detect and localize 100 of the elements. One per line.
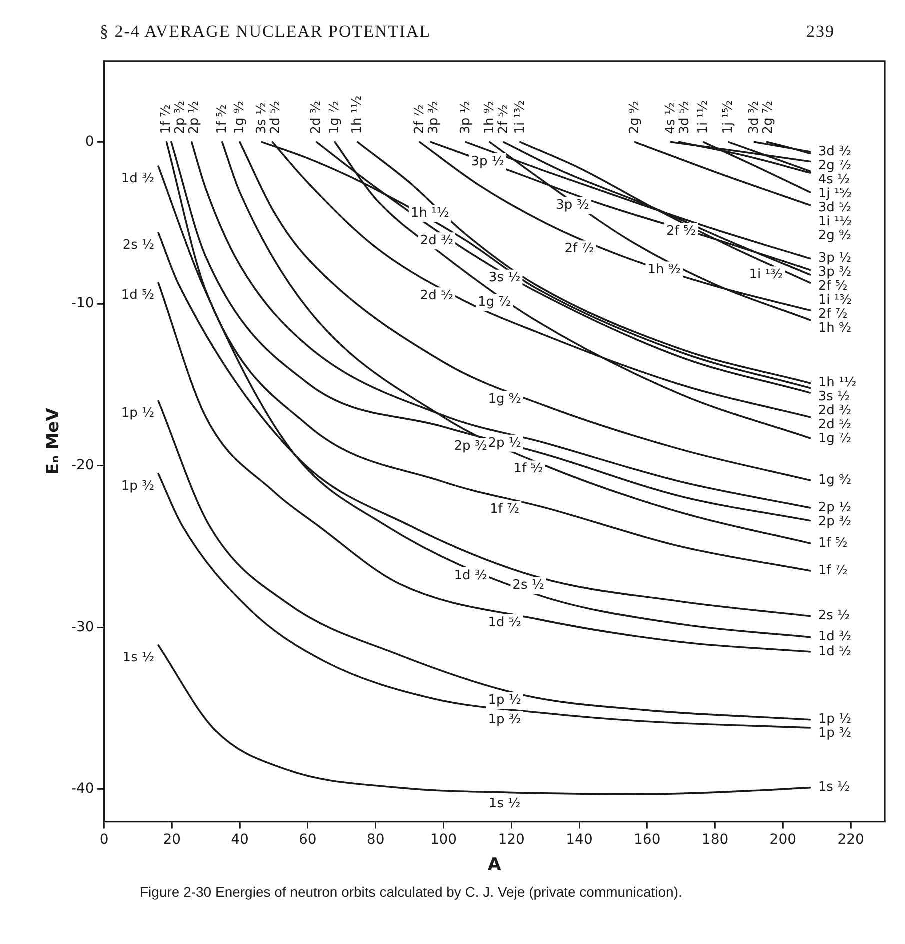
series-label: 1p ¹⁄₂ (121, 406, 155, 422)
series-label: 3p ³⁄₂ (818, 265, 852, 280)
text: 3d ⁵⁄₂ (818, 200, 852, 216)
text: Figure 2-30 Energies of neutron orbits calculated by C. J. Veje (private communication). (139, 883, 684, 900)
text: 1j ¹⁵⁄₂ (818, 186, 852, 202)
text: 3d ⁵⁄₂ (678, 101, 693, 134)
annotation: 1g ⁹⁄₂ (488, 392, 522, 408)
text: 239 (806, 22, 835, 43)
annotation: 1f ⁵⁄₂ (514, 462, 544, 477)
annotation: 1f ⁷⁄₂ (490, 502, 520, 518)
x-tick-label: 100 (430, 832, 458, 848)
annotation: 3s ¹⁄₂ (488, 270, 521, 286)
text: 3s ¹⁄₂ (254, 102, 270, 134)
series-label: 2d ⁵⁄₂ (818, 418, 852, 433)
annotation: 1i ¹³⁄₂ (749, 268, 784, 283)
annotation: 1h ⁹⁄₂ (648, 262, 681, 278)
text: 1d ³⁄₂ (818, 630, 852, 645)
annotation: 1d ³⁄₂ (454, 568, 488, 584)
y-tick-label: -10 (71, 296, 94, 312)
text: 3d ³⁄₂ (747, 101, 762, 134)
series-label: 2g ⁷⁄₂ (818, 158, 852, 174)
x-tick-label: 200 (770, 832, 797, 848)
y-tick-label: -40 (71, 781, 94, 798)
text: 3p ¹⁄₂ (458, 101, 474, 134)
series-label: 1f ⁷⁄₂ (818, 563, 848, 578)
x-tick-label: 80 (366, 832, 385, 848)
y-tick-label: -20 (71, 458, 94, 474)
series-label: 2f ⁷⁄₂ (818, 307, 848, 322)
text: 1i ¹³⁄₂ (818, 293, 852, 308)
text: 2p ¹⁄₂ (187, 101, 202, 134)
annotation: 1p ¹⁄₂ (488, 693, 522, 708)
y-tick-label: 0 (85, 134, 94, 150)
series-label: 1g ⁷⁄₂ (818, 432, 852, 447)
text: 1i ¹¹⁄₂ (696, 100, 712, 134)
text: 1p ¹⁄₂ (818, 712, 852, 728)
text: 2p ³⁄₂ (173, 101, 188, 134)
series-label: 1g ⁹⁄₂ (818, 472, 852, 488)
text: 2g ⁹⁄₂ (628, 101, 643, 134)
text: 2d ⁵⁄₂ (268, 101, 284, 134)
series-label: 1d ⁵⁄₂ (121, 288, 155, 303)
series-label: 1d ³⁄₂ (121, 171, 155, 186)
x-tick-label: 120 (498, 832, 525, 848)
series-label: 1h ¹¹⁄₂ (818, 376, 857, 391)
text: 1g ⁹⁄₂ (232, 101, 248, 134)
series-label: 2p ³⁄₂ (818, 514, 852, 530)
text: 1d ⁵⁄₂ (818, 644, 852, 660)
text: 1g ⁷⁄₂ (327, 101, 342, 134)
annotation: 1p ³⁄₂ (488, 712, 522, 728)
text: 2f ⁵⁄₂ (496, 104, 512, 134)
annotation: 3p ¹⁄₂ (471, 154, 504, 170)
series-label: 1h ⁹⁄₂ (818, 321, 852, 336)
series-label: 2f ⁵⁄₂ (818, 279, 848, 294)
x-tick-label: 60 (299, 832, 317, 848)
text: 2g ⁷⁄₂ (761, 101, 776, 134)
text: 4s ¹⁄₂ (664, 102, 679, 134)
x-tick-label: 20 (163, 832, 182, 848)
text: 2d ³⁄₂ (818, 404, 852, 419)
series-label: 2p ¹⁄₂ (818, 500, 852, 516)
annotation: 2d ⁵⁄₂ (420, 288, 454, 304)
x-tick-label: 140 (566, 832, 593, 848)
text: 4s ¹⁄₂ (818, 172, 850, 188)
annotation: 1g ⁷⁄₂ (478, 295, 512, 310)
text: 1i ¹¹⁄₂ (818, 214, 852, 230)
x-tick-label: 0 (100, 832, 109, 848)
text: 2g ⁹⁄₂ (818, 228, 852, 244)
y-axis-title: Eₙ MeV (44, 407, 64, 476)
annotation: 1h ¹¹⁄₂ (410, 206, 450, 222)
annotation: 2p ³⁄₂ (454, 439, 488, 454)
text: 1j ¹⁵⁄₂ (721, 100, 736, 134)
text: 1f ⁷⁄₂ (159, 104, 174, 134)
text: 3p ³⁄₂ (426, 101, 442, 134)
series-label: 3s ¹⁄₂ (818, 390, 850, 405)
annotation: 1d ⁵⁄₂ (488, 615, 522, 630)
series-label: 2s ¹⁄₂ (122, 238, 155, 253)
series-label: 1s ¹⁄₂ (122, 650, 155, 666)
series-label: 3d ³⁄₂ (818, 144, 852, 160)
annotation: 2p ¹⁄₂ (488, 436, 522, 451)
annotation: 3p ³⁄₂ (556, 198, 590, 213)
x-tick-label: 180 (702, 832, 729, 848)
text: 2s ¹⁄₂ (818, 608, 850, 624)
x-tick-label: 220 (838, 832, 864, 848)
text: 1p ³⁄₂ (818, 726, 852, 742)
x-tick-label: 40 (231, 832, 249, 848)
series-label: 1p ³⁄₂ (121, 478, 155, 494)
x-axis-title: A (488, 855, 502, 876)
annotation: 1s ¹⁄₂ (488, 796, 521, 812)
text: 1s ¹⁄₂ (818, 780, 850, 796)
text: 1f ⁵⁄₂ (214, 104, 230, 134)
y-tick-label: -30 (71, 619, 94, 636)
text: 1h ¹¹⁄₂ (350, 96, 366, 134)
annotation: 2s ¹⁄₂ (512, 578, 544, 594)
x-tick-label: 160 (634, 832, 661, 848)
annotation: 2d ³⁄₂ (420, 234, 454, 249)
text: § 2-4 AVERAGE NUCLEAR POTENTIAL (100, 22, 432, 43)
text: 2f ⁷⁄₂ (412, 104, 428, 134)
annotation: 2f ⁷⁄₂ (564, 242, 594, 257)
annotation: 2f ⁵⁄₂ (666, 224, 696, 239)
series-label: 3p ¹⁄₂ (818, 251, 852, 266)
text: 1i ¹³⁄₂ (512, 100, 528, 134)
series-label: 1f ⁵⁄₂ (818, 536, 848, 551)
